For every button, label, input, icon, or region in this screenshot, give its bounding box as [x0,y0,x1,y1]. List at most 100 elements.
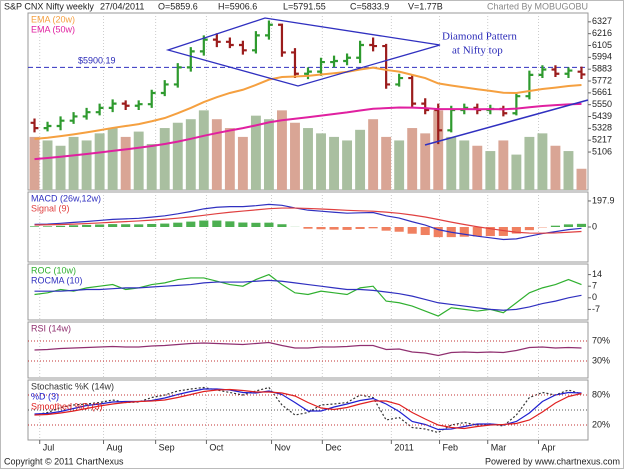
volume-bar [42,140,53,190]
x-tick-label: Apr [542,442,556,452]
y-tick-label: 5994 [592,52,612,62]
histogram-bar [472,227,482,237]
reference-label: $5900.19 [78,56,116,66]
y-tick-label: 20% [592,419,610,429]
ohlc-bar [82,107,91,120]
volume-bar [355,129,366,190]
y-tick-label: 197.9 [592,195,615,205]
histogram-bar [550,225,560,227]
volume-bar [498,140,509,190]
histogram-bar [56,225,66,227]
x-tick-label: Oct [209,442,224,452]
panel [27,321,589,379]
histogram-bar [368,227,378,229]
series-line [34,102,582,161]
legend-entry: Smoothed %D (3) [31,401,103,411]
y-tick-label: 0 [592,221,597,231]
powered-by: Powered by www.chartnexus.com [485,456,620,466]
volume-bar [29,136,40,190]
chart-title: S&P CNX Nifty weekly [4,1,94,11]
histogram-bar [147,223,157,227]
histogram-bar [212,220,222,227]
y-tick-label: 6105 [592,40,612,50]
close-value: C=5833.9 [350,1,389,11]
plot-area [34,322,582,378]
ohlc-bar [95,103,104,116]
plot-area [29,192,587,262]
volume-bar [563,151,574,190]
volume-bar [133,131,144,190]
volume-bar [407,128,418,190]
histogram-bar [576,223,587,227]
credit: Charted By MOBUGOBU [487,1,588,11]
copyright: Copyright © 2011 ChartNexus [4,456,124,466]
y-tick-label: 0 [592,292,597,302]
plot-area [28,13,588,190]
volume-bar [303,128,313,190]
histogram-bar [108,224,118,227]
high-value: H=5906.6 [218,1,257,11]
volume-bar [107,128,118,190]
histogram-bar [303,227,313,229]
volume-bar [68,136,79,190]
ohlc-bar [291,48,299,79]
y-tick-label: 14 [592,269,602,279]
ohlc-bar [186,47,195,72]
volume-bar [329,136,339,190]
ohlc-bar [356,40,364,64]
histogram-bar [342,227,352,230]
histogram-bar [407,227,417,234]
low-value: L=5791.55 [283,1,326,11]
y-tick-label: 5217 [592,135,612,145]
volume-bar [381,136,392,190]
volume-bar [394,140,405,190]
volume-bar [511,154,522,190]
y-tick-label: 6327 [592,16,612,26]
ohlc-bar [551,65,560,77]
ohlc-bar [265,20,273,40]
histogram-bar [29,226,40,227]
ohlc-bar [212,33,221,48]
volume-bar [237,136,248,190]
series-line [34,203,582,241]
histogram-bar [329,227,339,230]
legend-entry: MACD (26w,12w) [31,193,101,203]
y-tick-label: 30% [592,355,610,365]
y-tick-label: 5439 [592,111,612,121]
volume-bar [537,133,548,190]
legend-entry: RSI (14w) [31,323,71,333]
ohlc-bar [173,63,182,88]
volume-bar [198,110,209,190]
volume-bar [485,151,496,190]
ohlc-bar [421,98,430,115]
ohlc-bar [30,118,39,133]
ohlc-bar [408,74,417,107]
histogram-bar [420,227,430,236]
histogram-bar [186,221,196,227]
volume-value: V=1.77B [408,1,443,11]
volume-bar [420,133,431,190]
histogram-bar [173,222,183,227]
histogram-bar [433,227,443,238]
volume-bar [277,110,287,190]
ohlc-bar [577,66,586,79]
ohlc-bar [304,67,312,80]
volume-bar [94,133,105,190]
histogram-bar [134,224,144,227]
y-tick-label: 5883 [592,64,612,74]
series-line [34,279,582,311]
ohlc-bar [538,65,547,79]
x-tick-label: Sep [159,442,175,452]
plot-area [34,264,582,320]
ohlc-bar [564,67,573,79]
volume-bar [576,168,587,190]
histogram-bar [160,223,170,227]
y-tick-label: 5328 [592,123,612,133]
x-tick-label: Aug [107,442,123,452]
y-tick-label: 70% [592,335,610,345]
histogram-bar [264,222,274,227]
legend-entry: Signal (9) [31,203,70,213]
legend-entry: %D (3) [31,391,59,401]
